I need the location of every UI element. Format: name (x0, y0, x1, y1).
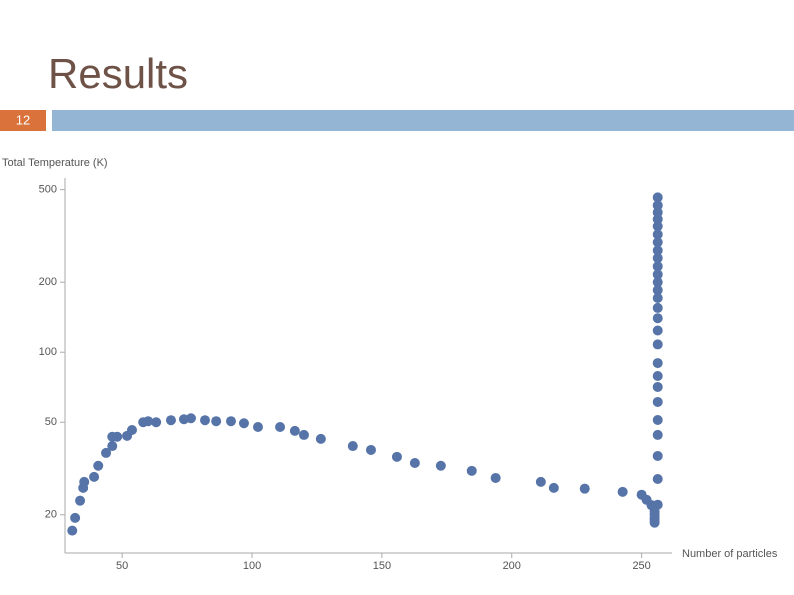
x-tick-label: 200 (503, 560, 521, 572)
x-axis-label: Number of particles (682, 548, 778, 560)
point (652, 277, 663, 288)
point (652, 269, 663, 280)
point (365, 444, 376, 455)
x-tick-label: 50 (116, 560, 128, 572)
point (112, 431, 123, 442)
y-tick-label: 500 (39, 184, 57, 196)
point (347, 441, 358, 452)
point (435, 460, 446, 471)
point (211, 416, 222, 427)
point (315, 433, 326, 444)
point (652, 200, 663, 211)
point (652, 207, 663, 218)
point (652, 339, 663, 350)
point (79, 476, 90, 487)
slide-title: Results (48, 50, 188, 97)
point (107, 441, 118, 452)
point (652, 499, 663, 510)
point (579, 483, 590, 494)
point (289, 425, 300, 436)
point (652, 229, 663, 240)
point (652, 358, 663, 369)
point (238, 418, 249, 429)
x-tick-label: 250 (632, 560, 650, 572)
point (652, 253, 663, 264)
point (75, 495, 86, 506)
point (275, 421, 286, 432)
point (70, 512, 81, 523)
point (652, 381, 663, 392)
point (185, 413, 196, 424)
point (652, 221, 663, 232)
point (93, 460, 104, 471)
point (652, 474, 663, 485)
point (165, 415, 176, 426)
point (535, 476, 546, 487)
y-tick-label: 20 (45, 509, 57, 521)
number-box (0, 110, 46, 131)
point (652, 429, 663, 440)
point (652, 325, 663, 336)
point (652, 450, 663, 461)
slide-number: 12 (16, 112, 30, 127)
point (466, 465, 477, 476)
point (127, 424, 138, 435)
header-bar (52, 110, 794, 131)
point (391, 451, 402, 462)
point (652, 371, 663, 382)
point (409, 457, 420, 468)
point (151, 417, 162, 428)
y-tick-label: 200 (39, 276, 57, 288)
point (252, 421, 263, 432)
x-tick-label: 150 (373, 560, 391, 572)
point (652, 245, 663, 256)
point (200, 415, 210, 426)
point (617, 486, 628, 497)
x-tick-label: 100 (243, 560, 261, 572)
y-tick-label: 100 (39, 346, 57, 358)
point (652, 302, 663, 313)
point (652, 313, 663, 324)
point (652, 192, 663, 203)
point (652, 237, 663, 248)
point (652, 285, 663, 296)
point (225, 416, 236, 427)
point (652, 396, 663, 407)
point (67, 525, 78, 536)
point (652, 415, 663, 426)
point (548, 482, 559, 493)
point (652, 293, 663, 304)
point (298, 429, 309, 440)
y-axis-label: Total Temperature (K) (2, 157, 108, 169)
point (143, 416, 154, 427)
point (490, 472, 501, 483)
y-tick-label: 50 (45, 416, 57, 428)
point (89, 471, 100, 482)
point (652, 261, 663, 272)
point (649, 517, 660, 528)
point (101, 447, 112, 458)
